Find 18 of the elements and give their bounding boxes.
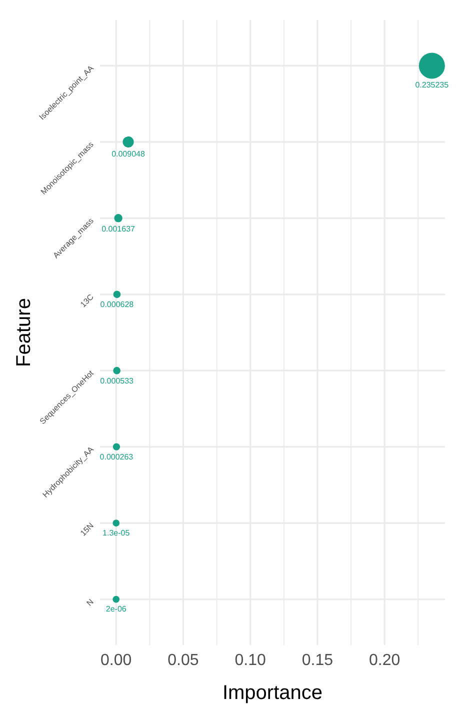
data-label: 0.009048 — [112, 149, 146, 158]
data-label: 0.001637 — [102, 224, 136, 234]
y-tick-label: 15N — [78, 520, 96, 538]
data-label: 0.000628 — [100, 300, 134, 310]
data-label: 2e-06 — [106, 604, 127, 614]
x-tick-label: 0.00 — [100, 652, 132, 669]
x-tick-label: 0.10 — [234, 652, 266, 669]
x-tick-label: 0.20 — [369, 652, 400, 669]
data-label: 1.3e-05 — [102, 528, 130, 538]
y-axis-title: Feature — [13, 298, 35, 367]
x-tick-label: 0.15 — [302, 652, 334, 669]
data-label: 0.000263 — [100, 452, 134, 462]
y-tick-label: 13C — [78, 292, 96, 310]
data-label: 0.000533 — [100, 376, 134, 386]
x-tick-label: 0.05 — [168, 652, 199, 669]
x-axis-title: Importance — [222, 682, 323, 704]
data-label: 0.235235 — [415, 80, 450, 90]
y-tick-label: N — [84, 597, 96, 608]
